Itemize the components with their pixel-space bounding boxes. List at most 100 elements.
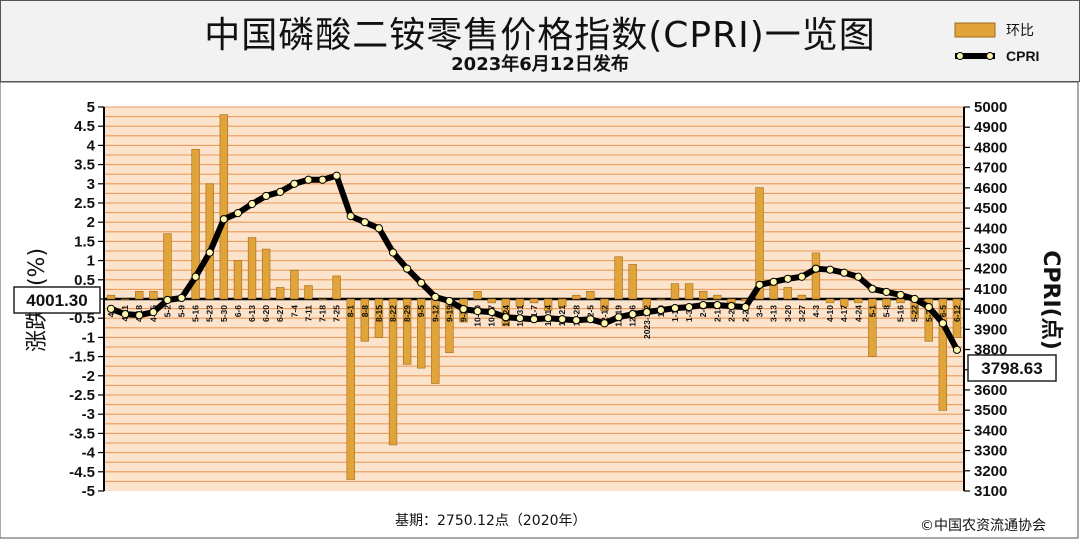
x-tick-label: 2-20 <box>726 305 736 322</box>
left-tick-label: 3 <box>87 176 95 193</box>
cpri-point <box>727 301 736 311</box>
x-tick-label: 5-9 <box>177 305 187 318</box>
right-tick-label: 3400 <box>974 422 1007 439</box>
bar <box>713 294 722 300</box>
left-tick-label: 3.5 <box>74 157 95 174</box>
bar <box>938 298 948 411</box>
left-tick-label: 1 <box>87 253 95 270</box>
cpri-point <box>642 308 651 317</box>
x-tick-label: 7-4 <box>289 305 299 318</box>
bar <box>543 298 553 311</box>
bar <box>346 298 355 480</box>
cpri-point <box>769 277 778 286</box>
bar <box>614 256 623 300</box>
x-tick-label: 5-23 <box>205 305 215 322</box>
x-tick-label: 5-22 <box>910 305 920 322</box>
bar <box>670 283 680 300</box>
bar <box>120 298 130 300</box>
left-tick-label: -2.5 <box>69 387 95 404</box>
x-tick-label: 2-13 <box>712 305 722 322</box>
cpri-point <box>656 306 665 315</box>
x-tick-label: 10-10 <box>473 305 483 327</box>
cpri-point <box>121 310 130 319</box>
bar <box>515 298 525 307</box>
cpri-point <box>417 278 426 287</box>
left-tick-label: 2 <box>87 214 95 231</box>
bar <box>600 298 609 311</box>
cpri-point <box>713 300 722 310</box>
left-tick-label: 1.5 <box>74 233 95 250</box>
left-tick-label: -5 <box>82 483 95 500</box>
cpri-point <box>487 308 496 317</box>
cpri-point <box>374 224 384 233</box>
right-tick-label: 4400 <box>974 220 1007 237</box>
x-tick-label: 2023-1-2 <box>642 305 652 339</box>
bar <box>402 298 412 365</box>
bar <box>529 298 539 304</box>
cpri-point <box>233 209 243 218</box>
cpri-point <box>797 272 806 281</box>
cpri-point <box>896 290 905 300</box>
left-tick-label: -0.5 <box>69 310 95 327</box>
bar <box>952 298 962 338</box>
cpri-point <box>684 302 694 312</box>
right-tick-label: 4600 <box>974 180 1007 197</box>
left-tick-label: 4 <box>87 137 96 154</box>
cpri-point <box>177 293 186 303</box>
x-tick-label: 5-16 <box>191 305 201 322</box>
x-tick-label: 9-26 <box>459 305 469 322</box>
x-tick-label: 8-8 <box>360 305 370 318</box>
cpri-point <box>445 296 454 306</box>
cpri-point <box>882 287 891 297</box>
legend-bar-swatch <box>954 22 996 38</box>
cpri-point <box>783 274 792 283</box>
cpri-point <box>558 315 567 324</box>
bar <box>135 291 144 300</box>
cpri-point <box>515 314 525 323</box>
x-tick-label: 6-27 <box>275 305 285 322</box>
right-tick-label: 4300 <box>974 240 1007 257</box>
bar <box>233 260 243 300</box>
cpri-point <box>346 212 355 221</box>
right-tick-label: 3100 <box>974 483 1007 500</box>
start-value-callout: 4001.30 <box>13 286 101 314</box>
cpri-point <box>191 272 200 281</box>
cpri-point <box>811 264 821 273</box>
x-tick-label: 3-13 <box>769 305 779 322</box>
right-tick-label: 4800 <box>974 139 1007 156</box>
x-tick-label: 4-17 <box>839 305 849 322</box>
end-value-callout-box <box>967 354 1057 382</box>
x-tick-label: 5-2 <box>162 305 172 318</box>
bar <box>811 252 821 300</box>
base-period-note: 基期：2750.12点（2020年） <box>395 513 587 529</box>
left-tick-label: 4.5 <box>74 118 95 135</box>
right-tick-label: 4500 <box>974 200 1007 217</box>
cpri-point <box>910 294 919 304</box>
cpri-markers <box>106 171 962 354</box>
x-tick-label: 5-8 <box>881 305 891 318</box>
x-tick-label: 7-18 <box>318 305 328 322</box>
bar <box>896 298 905 304</box>
x-tick-label: 8-15 <box>374 305 384 322</box>
right-tick-label: 3200 <box>974 463 1007 480</box>
x-tick-label: 11-7 <box>529 305 539 322</box>
x-tick-label: 3-27 <box>797 305 807 322</box>
x-tick-label: 9-19 <box>444 305 454 322</box>
cpri-point <box>318 175 327 184</box>
right-tick-label: 5000 <box>974 99 1007 116</box>
bar <box>417 298 426 369</box>
cpri-point <box>360 218 369 227</box>
x-tick-label: 6-6 <box>233 305 243 318</box>
x-tick-label: 8-22 <box>388 305 398 322</box>
header-panel <box>0 0 1080 82</box>
bar <box>839 298 849 307</box>
cpri-point <box>529 315 539 324</box>
left-tick-label: -3.5 <box>69 425 95 442</box>
bar <box>558 298 567 307</box>
bar <box>247 237 257 300</box>
x-tick-label: 7-25 <box>332 305 342 322</box>
x-tick-label: 8-29 <box>402 305 412 322</box>
cpri-point <box>938 319 947 328</box>
cpri-point <box>304 175 313 184</box>
cpri-point <box>868 284 877 293</box>
